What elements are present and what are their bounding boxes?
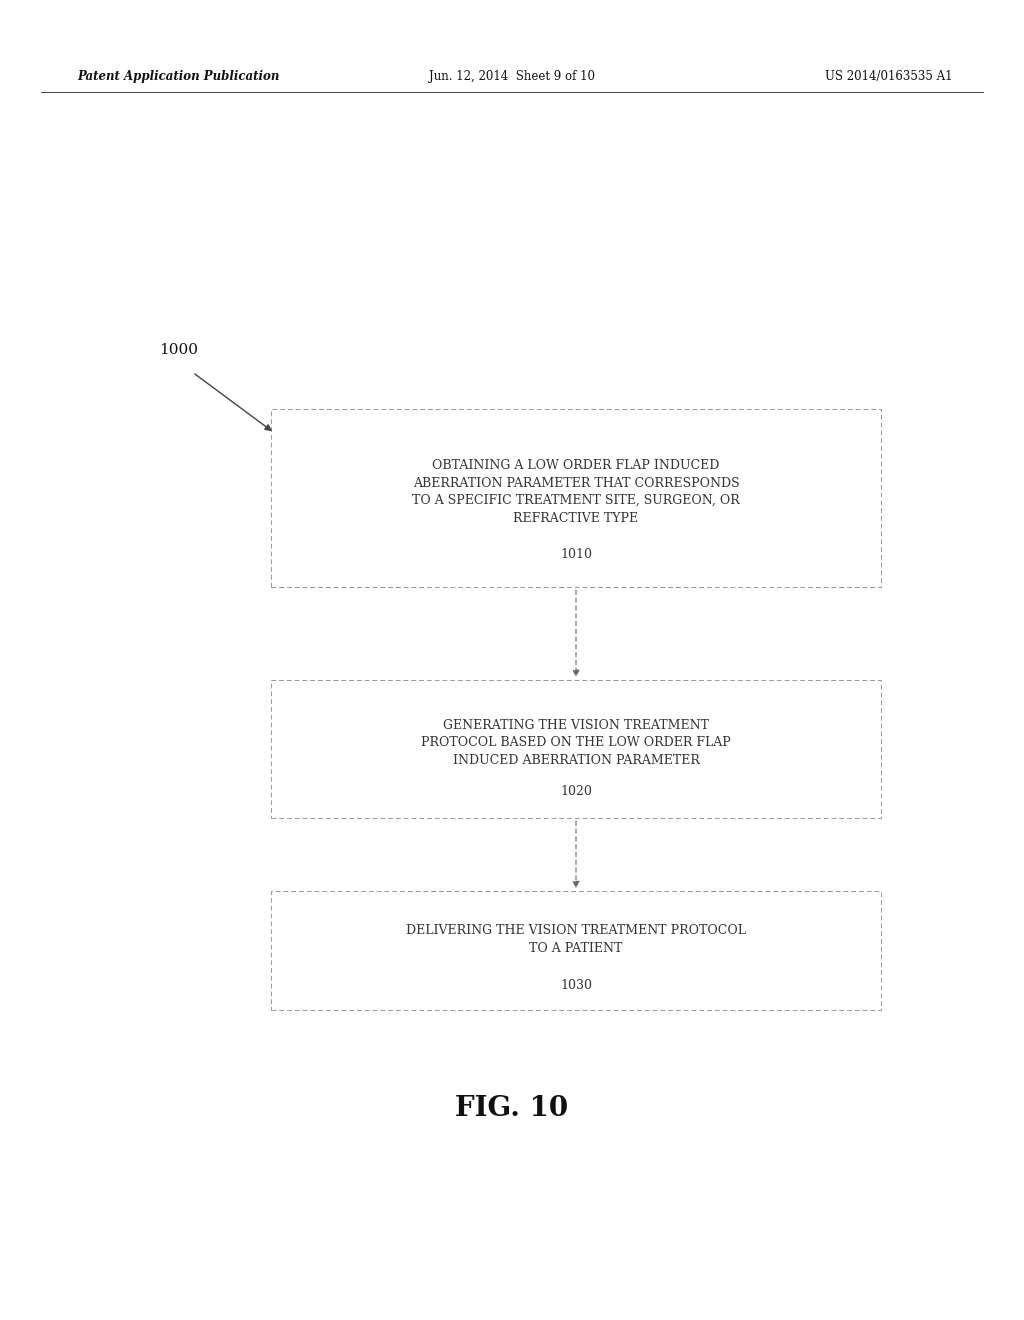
Text: 1000: 1000	[159, 343, 198, 356]
FancyBboxPatch shape	[271, 891, 881, 1010]
Text: GENERATING THE VISION TREATMENT
PROTOCOL BASED ON THE LOW ORDER FLAP
INDUCED ABE: GENERATING THE VISION TREATMENT PROTOCOL…	[421, 718, 731, 767]
Text: US 2014/0163535 A1: US 2014/0163535 A1	[824, 70, 952, 83]
Text: 1020: 1020	[560, 784, 592, 797]
FancyBboxPatch shape	[271, 409, 881, 587]
Text: OBTAINING A LOW ORDER FLAP INDUCED
ABERRATION PARAMETER THAT CORRESPONDS
TO A SP: OBTAINING A LOW ORDER FLAP INDUCED ABERR…	[412, 459, 740, 524]
Text: FIG. 10: FIG. 10	[456, 1096, 568, 1122]
Text: 1010: 1010	[560, 548, 592, 561]
Text: Patent Application Publication: Patent Application Publication	[77, 70, 280, 83]
Text: 1030: 1030	[560, 979, 592, 993]
Text: DELIVERING THE VISION TREATMENT PROTOCOL
TO A PATIENT: DELIVERING THE VISION TREATMENT PROTOCOL…	[406, 924, 746, 954]
FancyBboxPatch shape	[271, 680, 881, 818]
Text: Jun. 12, 2014  Sheet 9 of 10: Jun. 12, 2014 Sheet 9 of 10	[429, 70, 595, 83]
